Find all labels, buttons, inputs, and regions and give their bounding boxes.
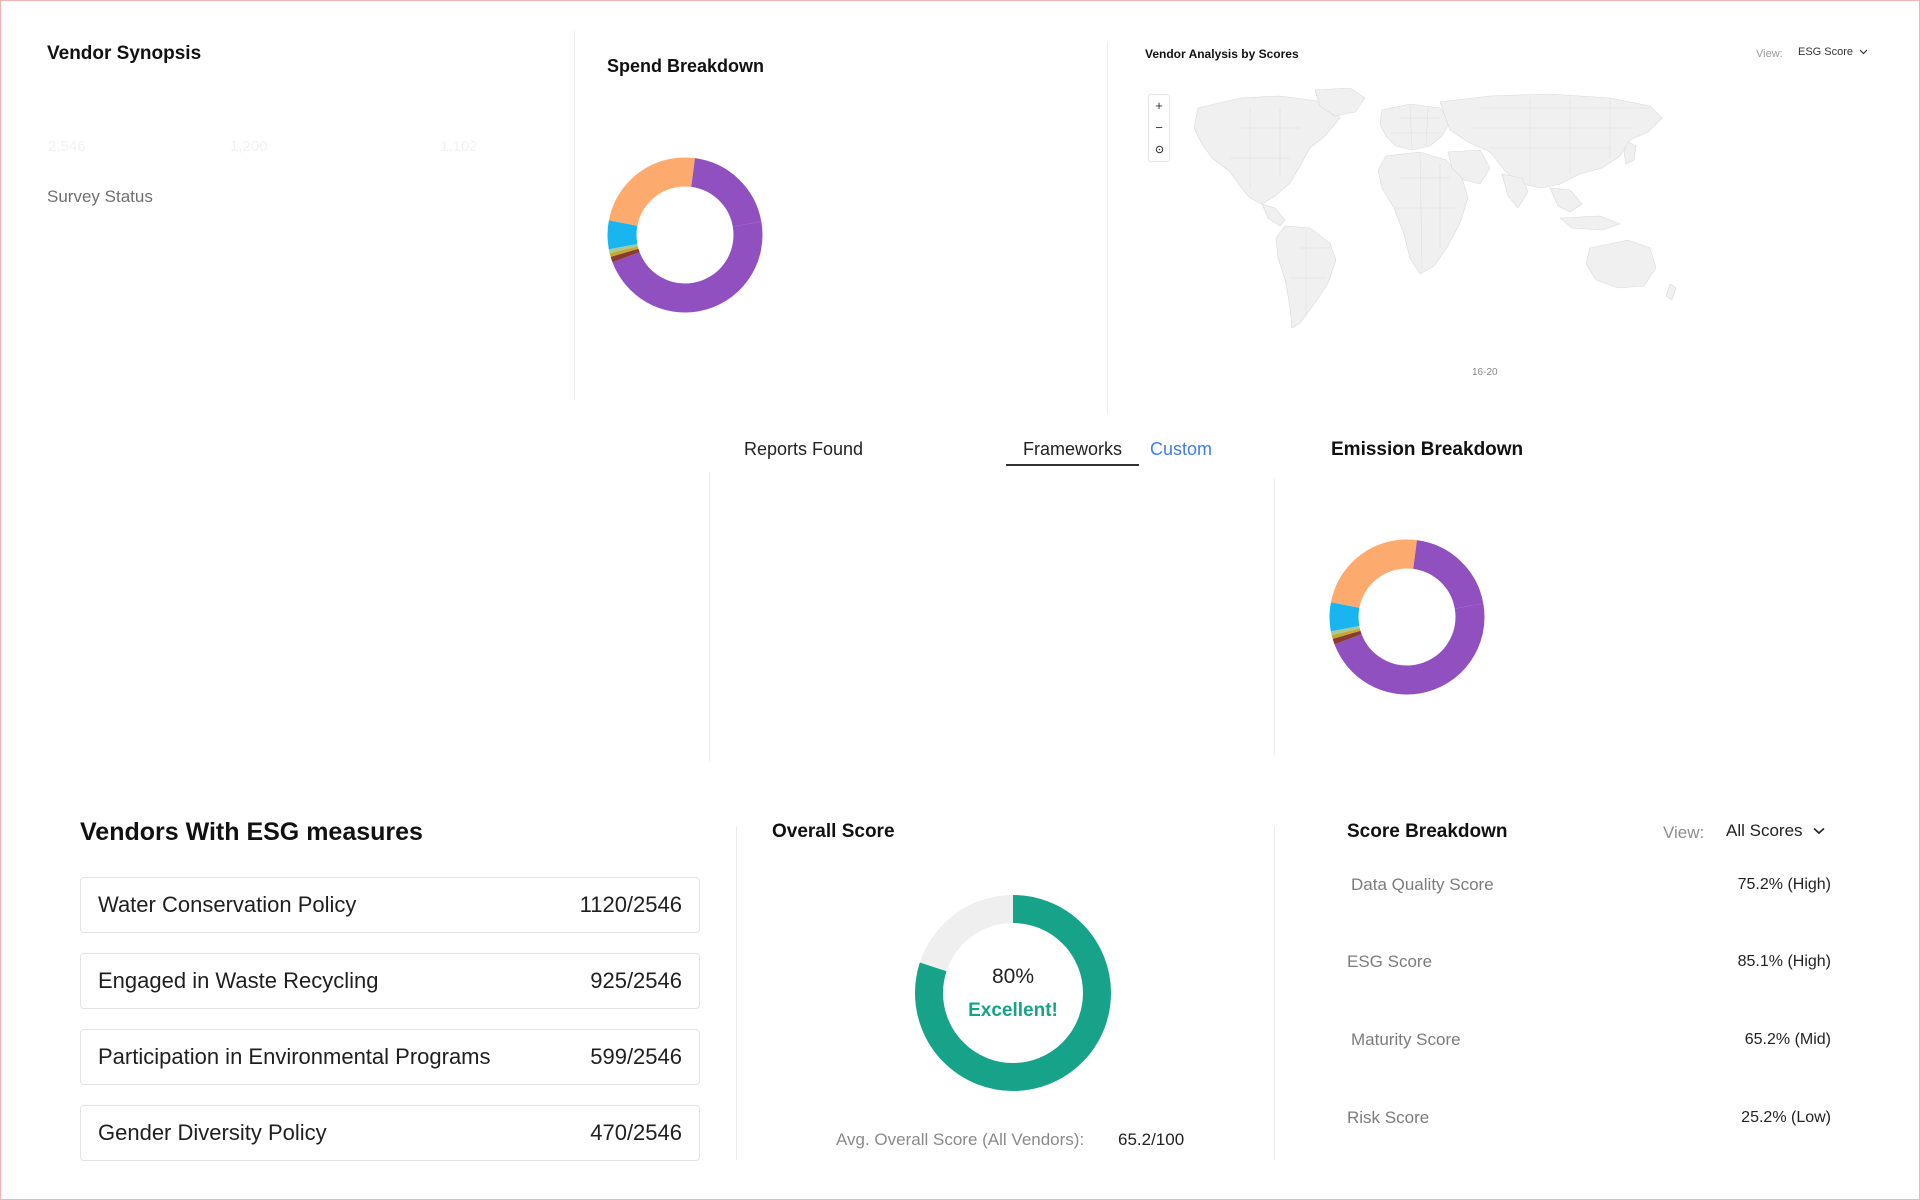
divider xyxy=(574,30,575,400)
score-label-maturity: Maturity Score xyxy=(1351,1030,1461,1049)
esg-measure-row: Participation in Environmental Programs … xyxy=(80,1029,700,1085)
esg-measure-count: 1120/2546 xyxy=(579,892,682,917)
donut-slice xyxy=(607,157,763,313)
reset-icon xyxy=(1155,145,1163,154)
esg-measures-title: Vendors With ESG measures xyxy=(80,818,423,846)
esg-measure-count: 599/2546 xyxy=(590,1044,682,1069)
donut-slice xyxy=(607,157,763,313)
donut-slice xyxy=(607,157,763,313)
synopsis-stat: 1,200 xyxy=(230,138,268,155)
score-label-data-quality: Data Quality Score xyxy=(1351,875,1494,894)
score-label-esg: ESG Score xyxy=(1347,952,1433,971)
divider xyxy=(1274,826,1275,1160)
map-region-europe xyxy=(1379,103,1451,151)
map-region-central-america xyxy=(1261,203,1286,227)
map-zoom-controls: + − xyxy=(1148,94,1170,162)
esg-measure-count: 925/2546 xyxy=(590,968,682,993)
map-legend-range: 16-20 xyxy=(1472,367,1498,378)
vendor-synopsis-title: Vendor Synopsis xyxy=(47,43,202,64)
chevron-down-icon xyxy=(1859,49,1868,55)
map-region-australia xyxy=(1585,239,1657,289)
score-label-risk: Risk Score xyxy=(1347,1108,1430,1127)
esg-measure-label: Engaged in Waste Recycling xyxy=(98,968,379,993)
esg-measure-row: Water Conservation Policy 1120/2546 xyxy=(80,877,700,933)
reports-found-title: Reports Found xyxy=(744,439,864,459)
overall-score-rating: Excellent! xyxy=(968,1000,1058,1021)
divider xyxy=(1107,42,1108,414)
divider xyxy=(1274,478,1275,756)
spend-donut-chart xyxy=(607,157,763,313)
donut-slice xyxy=(1329,539,1485,695)
map-region-greenland xyxy=(1314,88,1366,117)
overall-score-title: Overall Score xyxy=(772,821,895,842)
score-view-value: All Scores xyxy=(1726,821,1803,840)
vendor-analysis-map-title: Vendor Analysis by Scores xyxy=(1145,47,1299,61)
emission-donut-chart xyxy=(1329,539,1485,695)
tab-custom[interactable]: Custom xyxy=(1150,439,1213,459)
world-map[interactable] xyxy=(1150,88,1695,338)
spend-breakdown-title: Spend Breakdown xyxy=(607,56,765,76)
score-value-data-quality: 75.2% (High) xyxy=(1737,876,1831,893)
score-value-maturity: 65.2% (Mid) xyxy=(1744,1031,1831,1048)
overall-score-gauge xyxy=(915,895,1111,1091)
map-view-value: ESG Score xyxy=(1798,46,1854,58)
score-breakdown-title: Score Breakdown xyxy=(1347,821,1508,842)
divider xyxy=(709,472,710,762)
map-region-india xyxy=(1501,173,1529,209)
map-region-asia xyxy=(1439,93,1663,189)
map-region-southeast-asia xyxy=(1549,187,1583,213)
donut-slice xyxy=(1329,539,1485,695)
esg-measure-count: 470/2546 xyxy=(590,1120,682,1145)
synopsis-stat: 1,102 xyxy=(440,138,478,155)
avg-score-value: 65.2/100 xyxy=(1118,1130,1185,1149)
chevron-down-icon xyxy=(1812,827,1825,835)
esg-measure-label: Participation in Environmental Programs xyxy=(98,1044,491,1069)
esg-measure-row: Engaged in Waste Recycling 925/2546 xyxy=(80,953,700,1009)
divider xyxy=(736,826,737,1160)
score-view-select[interactable]: All Scores xyxy=(1726,821,1825,841)
map-region-middle-east xyxy=(1447,149,1491,185)
zoom-out-button[interactable]: − xyxy=(1155,120,1163,135)
map-region-north-america xyxy=(1193,95,1341,205)
map-view-label: View: xyxy=(1756,48,1783,60)
synopsis-stat: 2,546 xyxy=(48,138,86,155)
donut-slice xyxy=(1329,539,1485,695)
survey-status-label: Survey Status xyxy=(47,187,153,206)
tab-frameworks[interactable]: Frameworks xyxy=(1006,436,1139,466)
score-value-risk: 25.2% (Low) xyxy=(1741,1109,1831,1126)
zoom-in-button[interactable]: + xyxy=(1155,98,1163,113)
score-view-label: View: xyxy=(1663,823,1705,842)
esg-measure-label: Water Conservation Policy xyxy=(98,892,357,917)
esg-measure-label: Gender Diversity Policy xyxy=(98,1120,327,1145)
overall-score-percent: 80% xyxy=(991,965,1035,988)
reset-view-button[interactable] xyxy=(1149,139,1169,161)
emission-breakdown-title: Emission Breakdown xyxy=(1331,439,1524,460)
avg-score-label: Avg. Overall Score (All Vendors): xyxy=(836,1130,1085,1149)
map-region-new-zealand xyxy=(1665,283,1677,301)
map-region-japan xyxy=(1623,141,1637,165)
score-value-esg: 85.1% (High) xyxy=(1737,953,1831,970)
map-region-indonesia xyxy=(1559,215,1621,231)
esg-measure-row: Gender Diversity Policy 470/2546 xyxy=(80,1105,700,1161)
map-view-select[interactable]: ESG Score xyxy=(1798,46,1868,58)
gauge-fill xyxy=(915,895,1111,1091)
